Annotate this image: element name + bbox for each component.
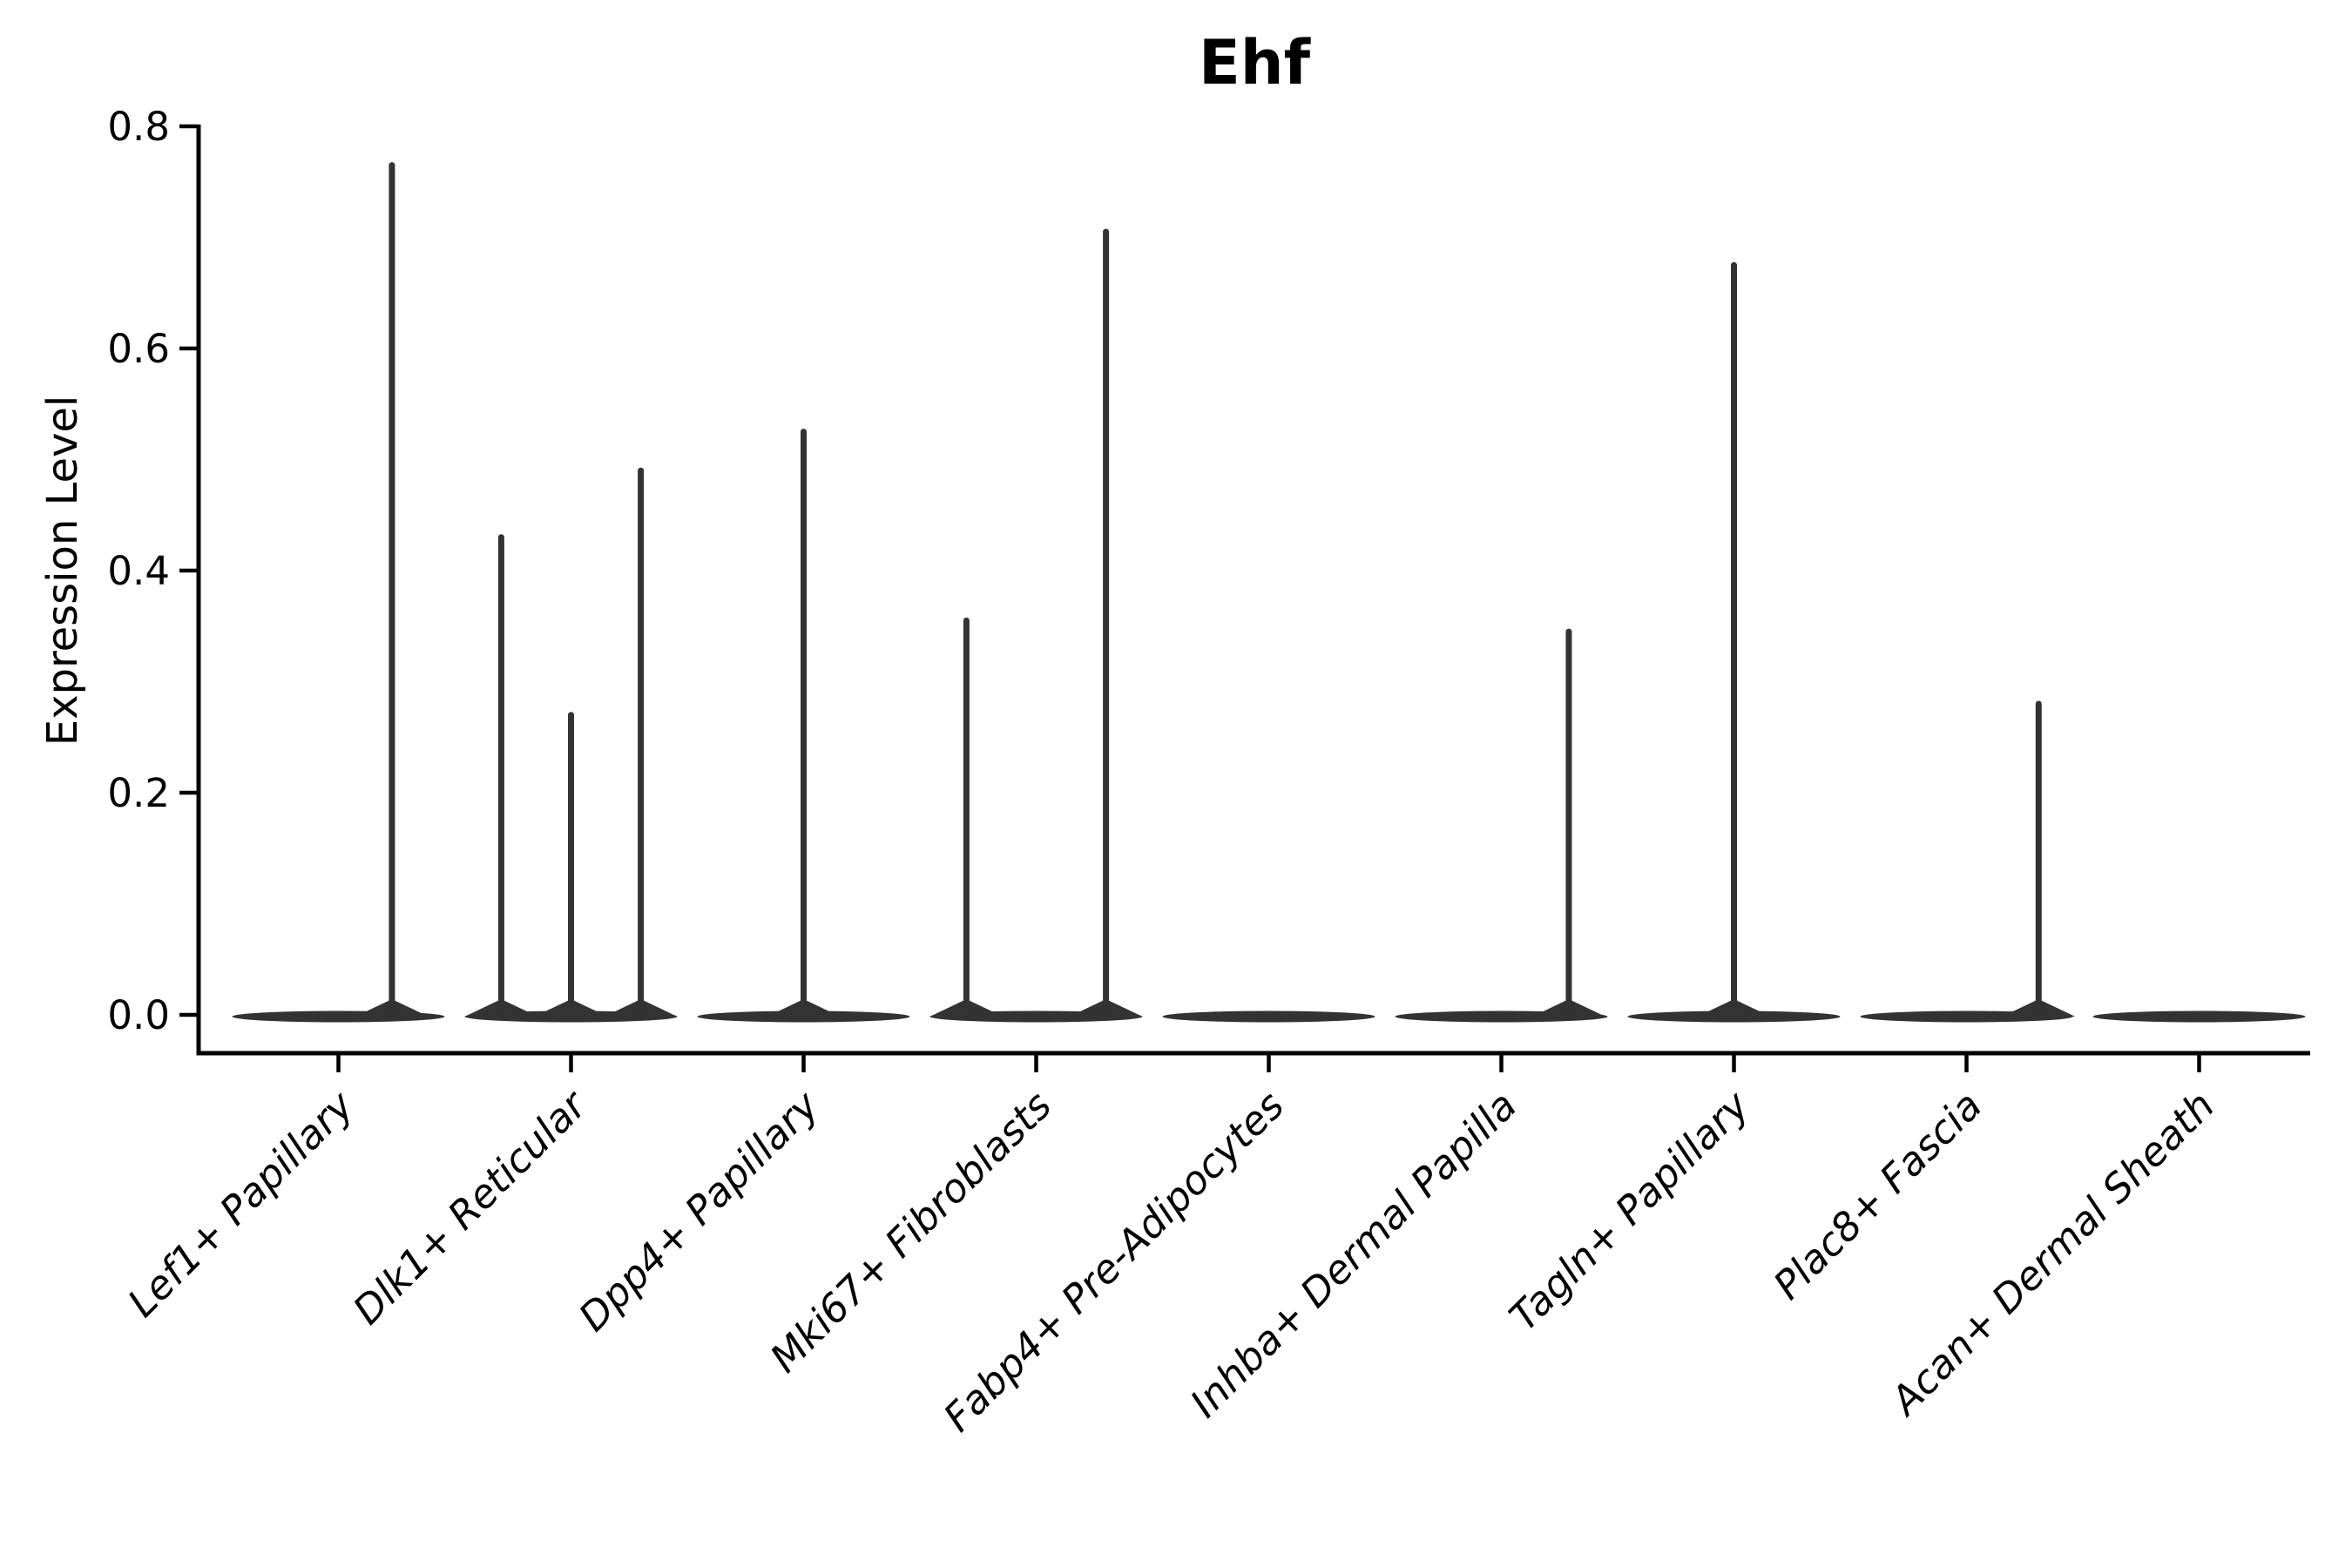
x-tick-label: Plac8+ Fascia: [1765, 1082, 1991, 1308]
y-tick-label: 0.4: [107, 548, 170, 594]
violin-base: [1162, 1010, 1375, 1023]
violin-base: [2092, 1010, 2306, 1023]
chart-title: Ehf: [1198, 27, 1311, 98]
y-tick-label: 0.8: [107, 104, 170, 150]
x-tick-label: Dpp4+ Papillary: [570, 1081, 828, 1340]
y-tick-label: 0.0: [107, 992, 170, 1038]
x-tick-label: Lef1+ Papillary: [118, 1081, 363, 1326]
x-tick-label: Tagln+ Papillary: [1500, 1081, 1759, 1340]
x-tick-label: Dlk1+ Reticular: [344, 1081, 597, 1334]
y-tick-label: 0.6: [107, 326, 170, 372]
y-tick-label: 0.2: [107, 770, 170, 816]
